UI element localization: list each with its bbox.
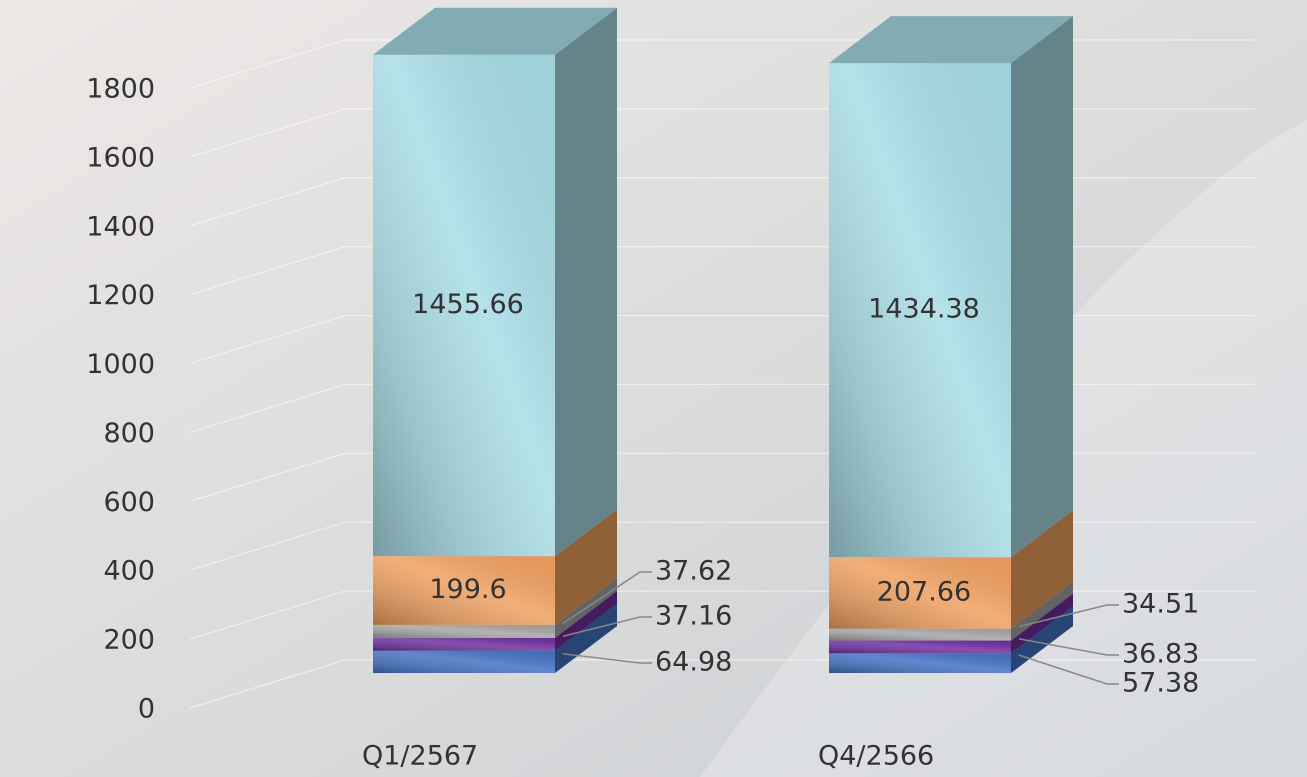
- bar-segment: [829, 510, 1073, 629]
- y-tick-label: 1200: [86, 280, 155, 311]
- data-label: 37.62: [655, 556, 732, 587]
- side-face: [555, 509, 617, 625]
- front-sheen: [373, 650, 555, 673]
- side-shade: [1011, 581, 1073, 641]
- top-shade: [829, 16, 1073, 64]
- side-shade: [1011, 510, 1073, 629]
- leader-line: [562, 616, 652, 637]
- data-label: 57.38: [1122, 668, 1199, 699]
- side-shade: [1011, 593, 1073, 654]
- x-tick-label: Q1/2567: [362, 741, 478, 772]
- y-tick-label: 1800: [86, 74, 155, 105]
- side-shade: [555, 7, 617, 557]
- side-shade: [555, 509, 617, 625]
- bar-segment: [373, 509, 617, 625]
- y-tick-label: 800: [103, 418, 155, 449]
- side-face: [555, 7, 617, 557]
- bar-segment: [829, 16, 1073, 558]
- side-face: [1011, 593, 1073, 654]
- side-shade: [555, 590, 617, 651]
- front-sheen: [829, 557, 1011, 629]
- leader-line: [562, 571, 652, 624]
- leader-line: [562, 653, 652, 664]
- front-sheen: [829, 653, 1011, 673]
- x-tick-label: Q4/2566: [818, 741, 934, 772]
- front-sheen: [373, 637, 555, 651]
- bar-segment: [829, 593, 1073, 654]
- front-sheen: [829, 628, 1011, 641]
- side-face: [1011, 581, 1073, 641]
- side-face: [555, 590, 617, 651]
- y-tick-label: 200: [103, 625, 155, 656]
- data-label: 207.66: [877, 576, 971, 607]
- side-face: [1011, 510, 1073, 629]
- data-label: 37.16: [655, 601, 732, 632]
- top-face: [829, 16, 1073, 64]
- side-shade: [1011, 16, 1073, 558]
- y-tick-label: 600: [103, 487, 155, 518]
- side-face: [1011, 16, 1073, 558]
- data-label: 1455.66: [412, 289, 524, 320]
- front-sheen: [373, 624, 555, 638]
- side-face: [1011, 606, 1073, 673]
- bar-segment: [829, 581, 1073, 641]
- side-shade: [1011, 606, 1073, 673]
- data-label: 1434.38: [868, 294, 980, 325]
- y-tick-label: 1600: [86, 142, 155, 173]
- leader-line: [1018, 654, 1119, 685]
- side-shade: [555, 603, 617, 673]
- bar-segment: [829, 606, 1073, 673]
- y-tick-label: 1400: [86, 211, 155, 242]
- front-sheen: [373, 556, 555, 625]
- bar-segment: [373, 7, 617, 557]
- bar-segment: [373, 603, 617, 673]
- front-sheen: [829, 640, 1011, 654]
- top-face: [373, 7, 617, 55]
- y-tick-label: 400: [103, 556, 155, 587]
- leader-line: [1018, 638, 1119, 656]
- data-label: 64.98: [655, 647, 732, 678]
- side-face: [555, 603, 617, 673]
- bar-segment: [373, 590, 617, 651]
- y-tick-label: 1000: [86, 349, 155, 380]
- front-sheen: [829, 63, 1011, 558]
- data-label: 34.51: [1122, 589, 1199, 620]
- data-label: 36.83: [1122, 639, 1199, 670]
- y-tick-label: 0: [138, 694, 155, 725]
- top-shade: [373, 7, 617, 55]
- data-label: 199.6: [429, 574, 506, 605]
- leader-line: [1018, 604, 1119, 628]
- front-sheen: [373, 54, 555, 557]
